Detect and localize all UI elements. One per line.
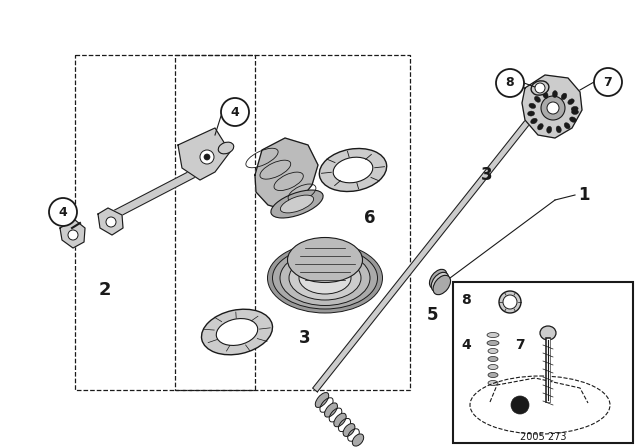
Circle shape bbox=[594, 68, 622, 96]
Circle shape bbox=[547, 102, 559, 114]
Circle shape bbox=[49, 198, 77, 226]
Ellipse shape bbox=[488, 365, 498, 370]
Ellipse shape bbox=[433, 276, 451, 295]
Ellipse shape bbox=[334, 413, 346, 427]
Polygon shape bbox=[98, 208, 123, 235]
Ellipse shape bbox=[316, 392, 329, 408]
Polygon shape bbox=[255, 138, 318, 210]
Text: 4: 4 bbox=[59, 206, 67, 219]
Ellipse shape bbox=[540, 326, 556, 340]
Text: 6: 6 bbox=[364, 209, 376, 227]
Polygon shape bbox=[60, 220, 85, 248]
Ellipse shape bbox=[547, 126, 552, 133]
Ellipse shape bbox=[527, 111, 534, 116]
Ellipse shape bbox=[531, 81, 549, 95]
Ellipse shape bbox=[216, 319, 258, 345]
Ellipse shape bbox=[564, 123, 570, 129]
Ellipse shape bbox=[319, 148, 387, 191]
Text: 1: 1 bbox=[579, 186, 589, 204]
Circle shape bbox=[535, 83, 545, 93]
Ellipse shape bbox=[552, 90, 557, 98]
Ellipse shape bbox=[353, 434, 364, 446]
Ellipse shape bbox=[299, 262, 351, 294]
Circle shape bbox=[200, 150, 214, 164]
Circle shape bbox=[204, 154, 210, 160]
Ellipse shape bbox=[273, 247, 378, 309]
Ellipse shape bbox=[543, 92, 548, 99]
Ellipse shape bbox=[280, 195, 314, 213]
Ellipse shape bbox=[289, 256, 361, 300]
Ellipse shape bbox=[561, 93, 567, 100]
Ellipse shape bbox=[572, 109, 579, 115]
Polygon shape bbox=[178, 128, 230, 180]
Circle shape bbox=[496, 69, 524, 97]
Ellipse shape bbox=[287, 237, 362, 283]
Text: 2005 273: 2005 273 bbox=[520, 432, 566, 442]
Polygon shape bbox=[106, 161, 212, 222]
Ellipse shape bbox=[324, 403, 337, 417]
Text: 4: 4 bbox=[230, 105, 239, 119]
Ellipse shape bbox=[534, 96, 541, 102]
Ellipse shape bbox=[488, 357, 498, 362]
Text: 8: 8 bbox=[506, 77, 515, 90]
Ellipse shape bbox=[218, 142, 234, 154]
Text: 3: 3 bbox=[299, 329, 311, 347]
Polygon shape bbox=[522, 75, 582, 138]
Ellipse shape bbox=[271, 190, 323, 218]
Text: 7: 7 bbox=[604, 76, 612, 89]
Ellipse shape bbox=[538, 124, 543, 130]
Ellipse shape bbox=[571, 106, 578, 112]
Circle shape bbox=[68, 230, 78, 240]
Polygon shape bbox=[313, 98, 547, 392]
Ellipse shape bbox=[429, 269, 447, 289]
Circle shape bbox=[511, 396, 529, 414]
Ellipse shape bbox=[503, 295, 517, 309]
Text: 2: 2 bbox=[99, 281, 111, 299]
Circle shape bbox=[541, 96, 565, 120]
Ellipse shape bbox=[333, 157, 373, 183]
Text: 7: 7 bbox=[515, 338, 525, 352]
Circle shape bbox=[106, 217, 116, 227]
Text: 8: 8 bbox=[461, 293, 471, 307]
Ellipse shape bbox=[488, 372, 498, 378]
Text: 4: 4 bbox=[461, 338, 471, 352]
Circle shape bbox=[221, 98, 249, 126]
Ellipse shape bbox=[488, 380, 498, 385]
Ellipse shape bbox=[556, 126, 561, 133]
Ellipse shape bbox=[529, 103, 536, 108]
Ellipse shape bbox=[487, 340, 499, 345]
Ellipse shape bbox=[568, 99, 574, 104]
Ellipse shape bbox=[431, 272, 449, 292]
Ellipse shape bbox=[343, 423, 355, 436]
Ellipse shape bbox=[570, 117, 576, 122]
Ellipse shape bbox=[499, 291, 521, 313]
Ellipse shape bbox=[202, 309, 273, 355]
Bar bbox=[453, 282, 633, 443]
Text: 5: 5 bbox=[426, 306, 438, 324]
Text: 3: 3 bbox=[481, 166, 493, 184]
Ellipse shape bbox=[487, 332, 499, 337]
Ellipse shape bbox=[268, 243, 383, 313]
Ellipse shape bbox=[488, 349, 498, 353]
Ellipse shape bbox=[531, 118, 537, 124]
Ellipse shape bbox=[280, 250, 370, 306]
